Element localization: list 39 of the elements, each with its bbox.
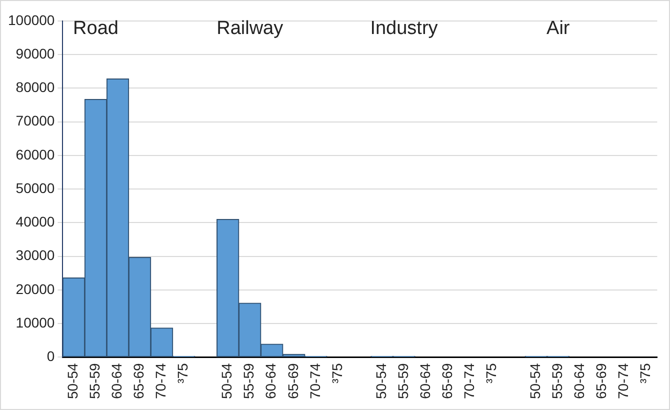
x-tick-label: 50-54 (372, 362, 389, 400)
x-tick-label: 50-54 (526, 362, 543, 400)
x-tick-label: 60-64 (108, 362, 125, 400)
x-tick-label: 55-59 (394, 362, 411, 400)
annotation: Railway (216, 18, 284, 40)
x-tick-label: ³75 (482, 362, 499, 384)
x-tick-label: 60-64 (416, 362, 433, 400)
x-tick-label: 55-59 (240, 362, 257, 400)
x-tick-label: 65-69 (130, 362, 147, 400)
x-tick-label: 70-74 (615, 362, 632, 400)
x-tick-label: ³75 (637, 362, 654, 384)
y-tick-label: 70000 (16, 112, 55, 129)
annotation: Industry (370, 18, 438, 40)
x-tick-label: 60-64 (262, 362, 279, 400)
y-tick-label: 90000 (16, 45, 55, 62)
x-tick-label: 70-74 (460, 362, 477, 400)
y-tick-label: 100000 (8, 12, 55, 28)
annotation: Road (73, 18, 118, 40)
x-tick-label: 70-74 (152, 362, 169, 400)
y-tick-label: 60000 (16, 146, 55, 162)
x-tick-label: 55-59 (548, 362, 565, 400)
y-tick-label: 10000 (16, 314, 55, 330)
y-tick-label: 30000 (16, 247, 55, 264)
x-tick-label: ³75 (174, 362, 191, 384)
x-tick-label: 65-69 (438, 362, 455, 400)
y-tick-label: 80000 (16, 79, 55, 96)
x-tick-label: 55-59 (86, 362, 103, 400)
x-tick-label: 60-64 (571, 362, 588, 400)
y-tick-label: 50000 (16, 180, 55, 196)
x-tick-label: 50-54 (218, 362, 235, 400)
x-tick-label: 70-74 (306, 362, 323, 400)
y-tick-label: 20000 (16, 280, 55, 297)
x-tick-label: 65-69 (284, 362, 301, 400)
y-tick-label: 40000 (16, 214, 55, 230)
y-tick-label: 0 (46, 348, 55, 364)
annotation: Air (546, 18, 570, 40)
x-tick-label: ³75 (328, 362, 345, 384)
x-tick-label: 50-54 (64, 362, 81, 400)
x-tick-label: 65-69 (593, 362, 610, 400)
